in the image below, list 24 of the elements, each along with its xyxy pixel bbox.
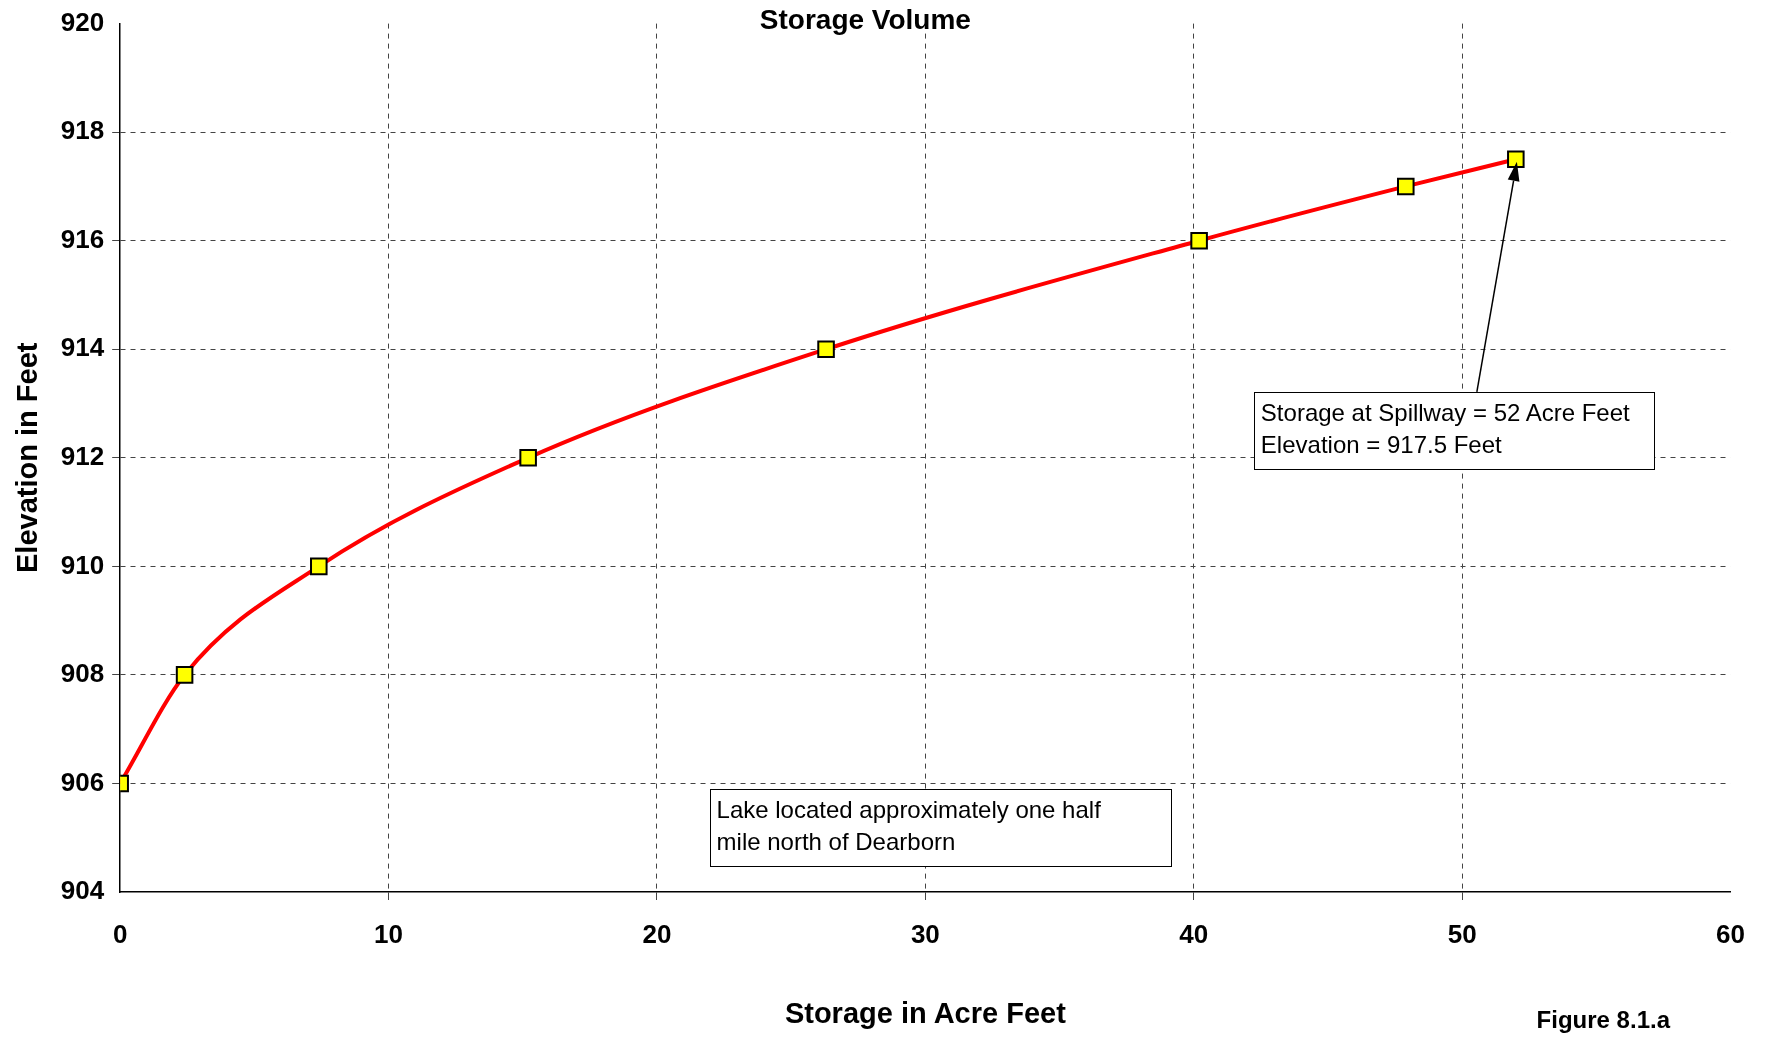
caption: Figure 8.1.a (1536, 1005, 1670, 1035)
x-tick-label: 0 (112, 918, 128, 949)
x-tick-label: 20 (642, 918, 672, 949)
x-tick-label: 10 (374, 918, 404, 949)
text-box: Storage at Spillway = 52 Acre Feet Elevation = 917.5 Feet (1253, 391, 1655, 470)
annotation: Storage at Spillway = 52 Acre Feet Elevation = 917.5 Feet (1260, 398, 1630, 458)
x-axis-title: Storage in Acre Feet (784, 996, 1067, 1029)
chart-title: Storage Volume (759, 3, 971, 36)
y-tick-label: 910 (60, 549, 105, 580)
x-tick-label: 60 (1716, 918, 1745, 949)
text-box: Lake located approximately one half mile north of Dearborn (709, 789, 1172, 867)
y-tick-label: 908 (60, 658, 105, 689)
y-tick-label: 918 (60, 115, 105, 146)
x-tick-label: 50 (1447, 918, 1477, 949)
y-tick-label: 906 (60, 766, 105, 797)
annotation: Lake located approximately one half mile north of Dearborn (716, 796, 1101, 855)
x-tick-label: 40 (1179, 918, 1209, 949)
y-tick-label: 912 (60, 440, 105, 471)
y-tick-label: 904 (60, 875, 105, 906)
y-tick-label: 920 (60, 6, 105, 37)
x-tick-label: 30 (910, 918, 940, 949)
y-tick-label: 914 (60, 332, 105, 363)
y-axis-title: Elevation in Feet (11, 342, 44, 574)
y-tick-label: 916 (60, 223, 105, 254)
